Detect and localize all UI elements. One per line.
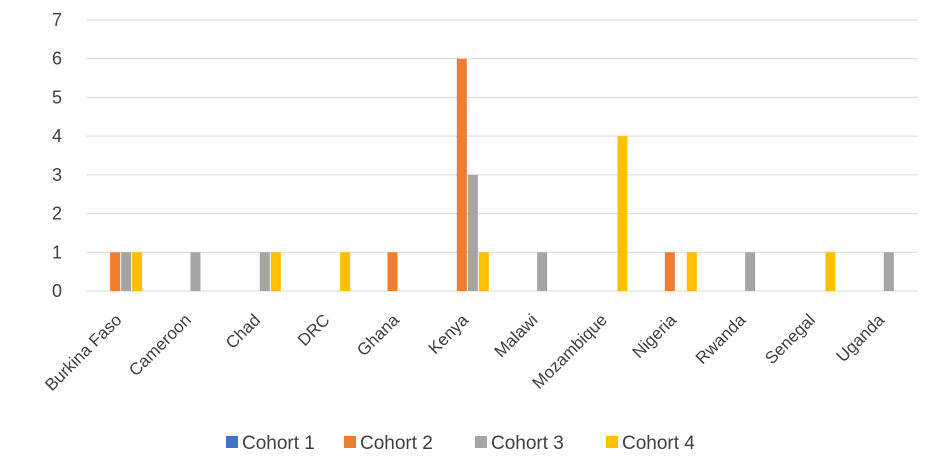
- x-category-label: DRC: [294, 310, 333, 349]
- legend-swatch-cohort-4: [606, 436, 618, 448]
- bar-cohort-4-kenya: [478, 252, 489, 291]
- y-axis-ticks: 0 1 2 3 4 5 6 7: [52, 10, 62, 301]
- legend: Cohort 1 Cohort 2 Cohort 3 Cohort 4: [226, 433, 695, 454]
- x-category-label: Nigeria: [629, 310, 681, 362]
- y-tick-label: 2: [52, 204, 62, 224]
- bar-cohort-4-burkina-faso: [132, 252, 143, 291]
- y-tick-label: 0: [52, 281, 62, 301]
- bars: [110, 58, 894, 291]
- x-category-label: Uganda: [833, 310, 889, 366]
- bar-cohort-3-kenya: [467, 174, 478, 291]
- x-category-label: Burkina Faso: [41, 310, 125, 394]
- gridlines: [86, 19, 918, 292]
- y-tick-label: 1: [52, 242, 62, 262]
- legend-label: Cohort 4: [622, 433, 695, 454]
- legend-swatch-cohort-2: [344, 436, 356, 448]
- bar-cohort-2-burkina-faso: [110, 252, 121, 291]
- x-category-label: Mozambique: [529, 310, 611, 392]
- legend-swatch-cohort-1: [226, 436, 238, 448]
- y-tick-label: 4: [52, 126, 62, 146]
- bar-cohort-2-nigeria: [664, 252, 675, 291]
- legend-label: Cohort 2: [360, 433, 433, 454]
- x-category-label: Ghana: [353, 310, 403, 360]
- x-category-label: Cameroon: [125, 310, 195, 380]
- x-category-label: Chad: [222, 310, 264, 352]
- bar-cohort-3-chad: [259, 252, 270, 291]
- bar-cohort-3-uganda: [883, 252, 894, 291]
- bar-cohort-3-malawi: [537, 252, 548, 291]
- legend-label: Cohort 1: [242, 433, 315, 454]
- x-category-label: Kenya: [425, 310, 473, 358]
- legend-label: Cohort 3: [491, 433, 564, 454]
- y-tick-label: 7: [52, 10, 62, 30]
- bar-cohort-3-rwanda: [745, 252, 756, 291]
- bar-cohort-4-nigeria: [686, 252, 697, 291]
- y-tick-label: 5: [52, 87, 62, 107]
- y-tick-label: 6: [52, 49, 62, 69]
- x-category-label: Malawi: [491, 310, 542, 361]
- bar-cohort-2-ghana: [387, 252, 398, 291]
- bar-cohort-4-mozambique: [617, 136, 628, 291]
- y-tick-label: 3: [52, 165, 62, 185]
- x-axis-categories: Burkina Faso Cameroon Chad DRC Ghana Kenya Mal…: [41, 310, 888, 395]
- bar-cohort-4-senegal: [825, 252, 836, 291]
- bar-cohort-3-burkina-faso: [121, 252, 132, 291]
- x-category-label: Rwanda: [692, 310, 750, 368]
- legend-swatch-cohort-3: [475, 436, 487, 448]
- bar-cohort-2-kenya: [456, 58, 467, 291]
- bar-cohort-3-cameroon: [190, 252, 201, 291]
- bar-cohort-4-chad: [270, 252, 281, 291]
- x-category-label: Senegal: [761, 310, 819, 368]
- bar-cohort-4-drc: [340, 252, 351, 291]
